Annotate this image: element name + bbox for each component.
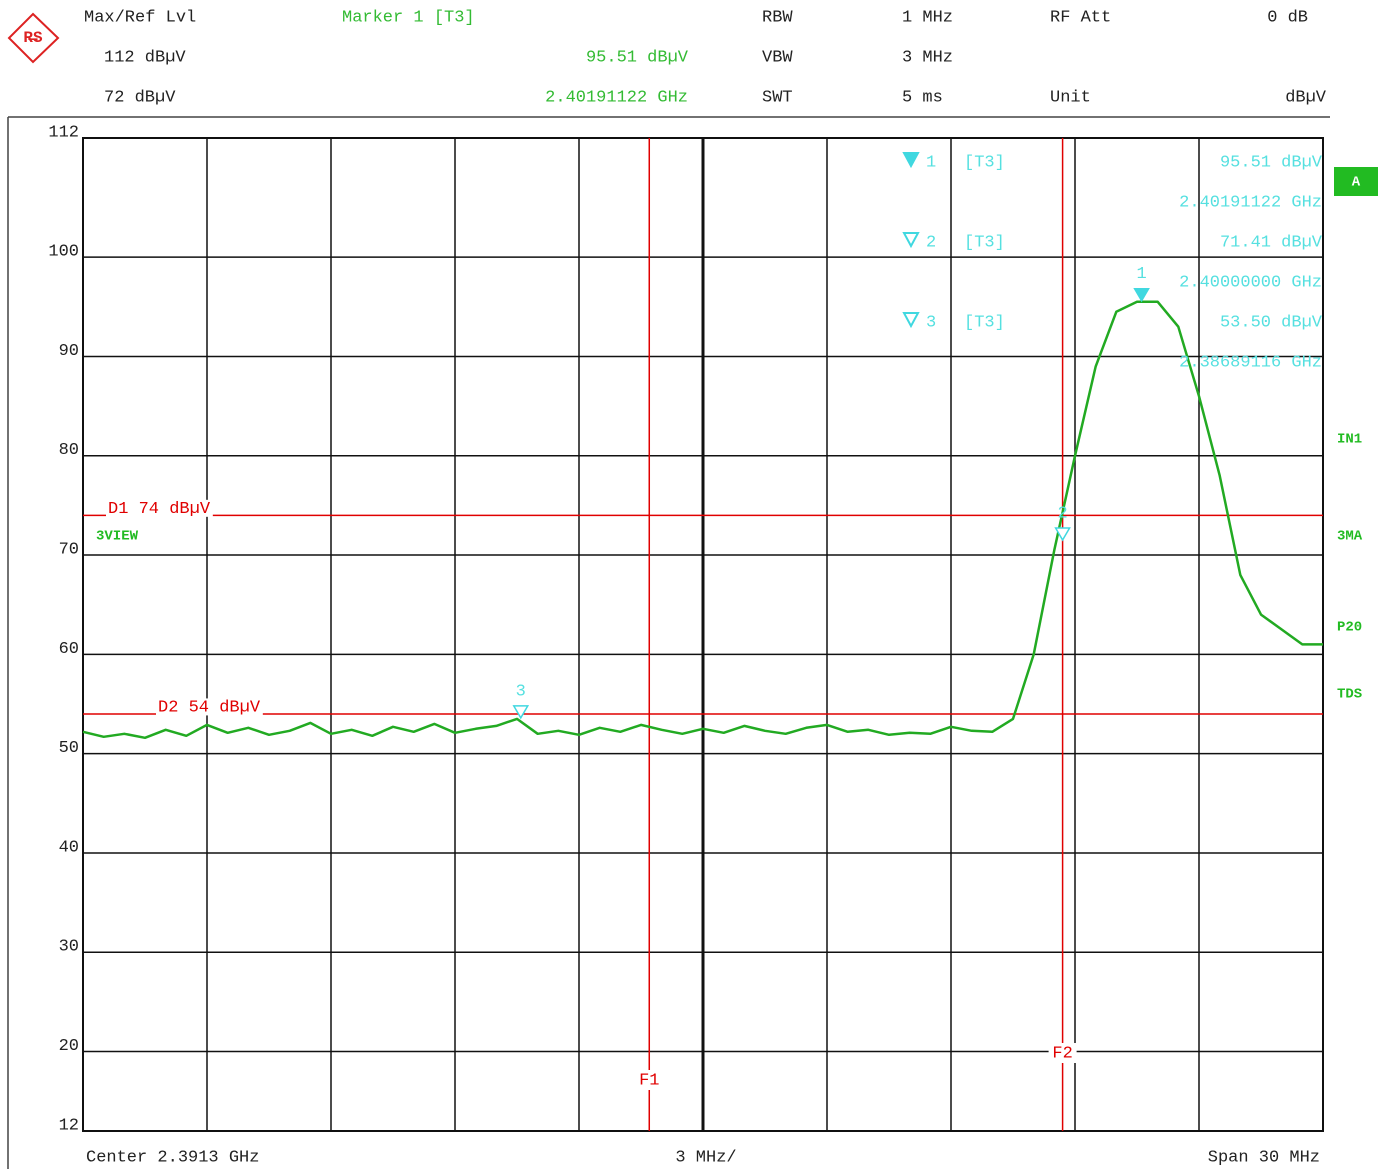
header-text: 1 MHz	[902, 8, 953, 27]
marker-freq: 2.40000000 GHz	[1179, 273, 1322, 292]
header-text: 0 dB	[1267, 8, 1308, 27]
screen-badge	[1334, 167, 1378, 196]
marker-icon	[902, 152, 920, 169]
side-label: TDS	[1337, 687, 1362, 703]
y-tick-label: 12	[59, 1116, 79, 1135]
freq-line-label: F1	[639, 1071, 659, 1090]
header-text: Max/Ref Lvl	[84, 8, 196, 27]
label-bg	[635, 1070, 664, 1090]
header-text: Unit	[1050, 88, 1091, 107]
marker-freq: 2.38689116 GHz	[1179, 353, 1322, 372]
side-label: IN1	[1337, 432, 1362, 448]
header-text: VBW	[762, 48, 793, 67]
footer-text: Span 30 MHz	[1208, 1148, 1320, 1167]
header-text: dBµV	[1285, 88, 1327, 107]
marker-trace: [T3]	[964, 313, 1005, 332]
label-bg	[1048, 1043, 1077, 1063]
y-tick-label: 90	[59, 342, 79, 361]
header-text: 2.40191122 GHz	[545, 88, 688, 107]
marker	[1133, 287, 1150, 303]
marker	[1054, 527, 1071, 542]
logo: R̶S	[7, 12, 60, 64]
freq-line-label: F2	[1052, 1044, 1072, 1063]
y-tick-label: 100	[48, 243, 79, 262]
header-text: SWT	[762, 88, 793, 107]
marker-trace: [T3]	[964, 153, 1005, 172]
header-text: RF Att	[1050, 8, 1111, 27]
marker-number: 3	[516, 682, 526, 701]
marker-number: 3	[926, 313, 936, 332]
y-tick-label: 30	[59, 938, 79, 957]
footer-text: 3 MHz/	[675, 1148, 736, 1167]
label-bg	[156, 698, 263, 716]
marker-trace: [T3]	[964, 233, 1005, 252]
svg-text:R̶S: R̶S	[23, 29, 43, 47]
header-text: 72 dBµV	[104, 88, 176, 107]
header-text: 5 ms	[902, 88, 943, 107]
y-tick-label: 50	[59, 739, 79, 758]
marker-number: 2	[926, 233, 936, 252]
marker-icon	[902, 232, 920, 249]
y-tick-label: 20	[59, 1037, 79, 1056]
display-line-label: D1 74 dBµV	[108, 500, 211, 519]
side-label: 3MA	[1337, 529, 1363, 545]
display-line-label: D2 54 dBµV	[158, 698, 261, 717]
header-text: 3 MHz	[902, 48, 953, 67]
trace	[82, 300, 1323, 740]
header-text: 95.51 dBµV	[586, 48, 689, 67]
view-label: 3VIEW	[96, 529, 139, 545]
header-text: RBW	[762, 8, 793, 27]
y-tick-label: 70	[59, 541, 79, 560]
side-label: P20	[1337, 620, 1362, 636]
y-tick-label: 60	[59, 640, 79, 659]
header-text: 112 dBµV	[104, 48, 186, 67]
header-text: Marker 1 [T3]	[342, 8, 475, 27]
y-tick-label: 80	[59, 441, 79, 460]
y-tick-label: 40	[59, 838, 79, 857]
marker-level: 95.51 dBµV	[1220, 153, 1323, 172]
marker	[512, 705, 530, 720]
marker-number: 2	[1057, 505, 1067, 524]
marker-number: 1	[1136, 265, 1146, 284]
screen-label: A	[1352, 175, 1361, 191]
footer-text: Center 2.3913 GHz	[86, 1148, 259, 1167]
marker-number: 1	[926, 153, 936, 172]
marker-level: 53.50 dBµV	[1220, 313, 1323, 332]
y-tick-label: 112	[48, 123, 79, 142]
marker-level: 71.41 dBµV	[1220, 233, 1323, 252]
marker-freq: 2.40191122 GHz	[1179, 193, 1322, 212]
label-bg	[106, 499, 213, 517]
marker-icon	[902, 312, 920, 329]
